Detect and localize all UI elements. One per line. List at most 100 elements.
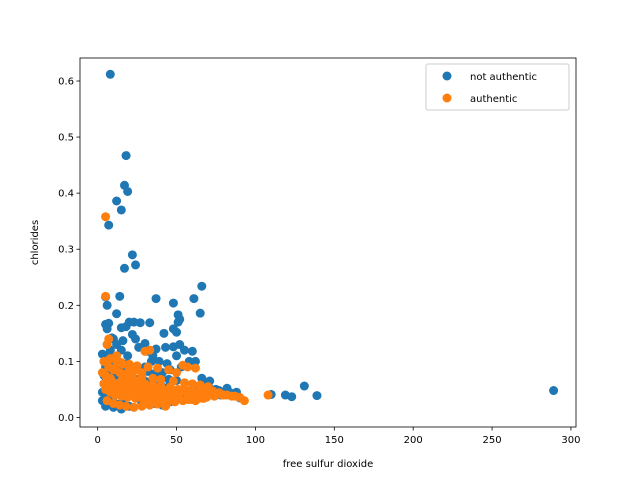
point-authentic-100 [175, 393, 185, 403]
x-tick-label-2: 100 [246, 435, 265, 446]
point-not-authentic-9 [119, 263, 129, 273]
point-authentic-131 [235, 392, 245, 402]
point-authentic-94 [127, 387, 137, 397]
point-authentic-103 [198, 393, 208, 403]
point-not-authentic-33 [159, 328, 169, 338]
point-authentic-73 [137, 401, 147, 411]
legend-label-not-authentic: not authentic [470, 72, 537, 83]
point-authentic-126 [195, 386, 205, 396]
points-layer [97, 69, 559, 414]
point-not-authentic-12 [115, 291, 125, 301]
point-not-authentic-25 [145, 318, 155, 328]
point-not-authentic-15 [168, 298, 178, 308]
point-authentic-13 [153, 363, 163, 373]
point-not-authentic-101 [154, 356, 164, 366]
point-not-authentic-17 [112, 309, 122, 319]
point-authentic-125 [187, 384, 197, 394]
point-authentic-101 [183, 395, 193, 405]
y-tick-label-1: 0.1 [58, 357, 74, 368]
point-authentic-24 [148, 373, 158, 383]
point-authentic-113 [142, 381, 152, 391]
point-not-authentic-55 [287, 392, 297, 402]
point-authentic-3 [102, 340, 112, 350]
point-authentic-115 [157, 384, 167, 394]
point-authentic-1 [101, 291, 111, 301]
point-authentic-129 [219, 390, 229, 400]
y-tick-label-4: 0.4 [58, 189, 74, 200]
legend-marker-authentic [442, 93, 452, 103]
point-not-authentic-56 [299, 381, 309, 391]
point-not-authentic-46 [172, 351, 182, 361]
point-authentic-74 [145, 400, 155, 410]
point-not-authentic-5 [116, 205, 126, 215]
y-tick-label-0: 0.0 [58, 413, 74, 424]
point-not-authentic-21 [173, 317, 183, 327]
point-not-authentic-41 [161, 342, 171, 352]
y-tick-label-5: 0.5 [58, 133, 74, 144]
x-tick-label-4: 200 [404, 435, 423, 446]
plot-frame [79, 57, 577, 428]
x-tick-label-0: 0 [94, 435, 100, 446]
point-authentic-127 [203, 387, 213, 397]
point-not-authentic-6 [104, 220, 114, 230]
point-authentic-102 [190, 396, 200, 406]
point-authentic-128 [211, 389, 221, 399]
point-authentic-72 [129, 402, 139, 412]
point-not-authentic-43 [179, 345, 189, 355]
point-not-authentic-7 [127, 250, 137, 260]
point-authentic-93 [119, 386, 129, 396]
point-authentic-76 [161, 401, 171, 411]
y-tick-label-3: 0.3 [58, 245, 74, 256]
point-authentic-122 [164, 389, 174, 399]
point-authentic-130 [227, 391, 237, 401]
point-not-authentic-4 [112, 196, 122, 206]
point-authentic-5 [140, 346, 150, 356]
point-not-authentic-44 [187, 346, 197, 356]
point-not-authentic-8 [131, 260, 141, 270]
point-not-authentic-57 [312, 391, 322, 401]
point-authentic-121 [148, 391, 158, 401]
point-authentic-25 [156, 374, 166, 384]
point-authentic-71 [121, 401, 131, 411]
point-authentic-118 [105, 373, 115, 383]
point-not-authentic-58 [549, 386, 559, 396]
legend-box [425, 63, 570, 111]
point-not-authentic-32 [172, 327, 182, 337]
point-not-authentic-35 [131, 334, 141, 344]
point-not-authentic-29 [121, 322, 131, 332]
x-tick-label-5: 250 [483, 435, 502, 446]
point-not-authentic-19 [195, 308, 205, 318]
point-authentic-114 [149, 383, 159, 393]
point-authentic-75 [153, 399, 163, 409]
y-axis-title: chlorides [30, 220, 41, 265]
point-authentic-112 [134, 378, 144, 388]
point-not-authentic-16 [102, 300, 112, 310]
point-not-authentic-14 [189, 294, 199, 304]
y-tick-label-2: 0.2 [58, 301, 74, 312]
x-tick-label-6: 300 [561, 435, 580, 446]
point-authentic-123 [172, 386, 182, 396]
point-authentic-16 [190, 363, 200, 373]
point-not-authentic-1 [121, 151, 131, 161]
y-tick-label-6: 0.6 [58, 76, 74, 87]
legend: not authentic authentic [425, 63, 570, 111]
x-tick-label-1: 50 [170, 435, 183, 446]
point-not-authentic-97 [190, 356, 200, 366]
point-authentic-109 [137, 368, 147, 378]
legend-label-authentic: authentic [470, 94, 517, 105]
point-not-authentic-13 [151, 294, 161, 304]
point-not-authentic-3 [123, 186, 133, 196]
point-not-authentic-24 [135, 318, 145, 328]
point-authentic-78 [110, 363, 120, 373]
point-authentic-120 [140, 393, 150, 403]
point-authentic-119 [116, 376, 126, 386]
axes-layer: 0 50 100 150 200 250 300 0.0 0.1 0.2 0.3 0.4 0.5 0.6 [58, 57, 580, 446]
x-axis-title: free sulfur dioxide [283, 459, 374, 470]
point-authentic-90 [99, 379, 109, 389]
legend-marker-not-authentic [442, 71, 452, 81]
point-not-authentic-40 [168, 342, 178, 352]
point-authentic-50 [263, 390, 273, 400]
point-not-authentic-30 [102, 324, 112, 334]
point-authentic-17 [164, 365, 174, 375]
